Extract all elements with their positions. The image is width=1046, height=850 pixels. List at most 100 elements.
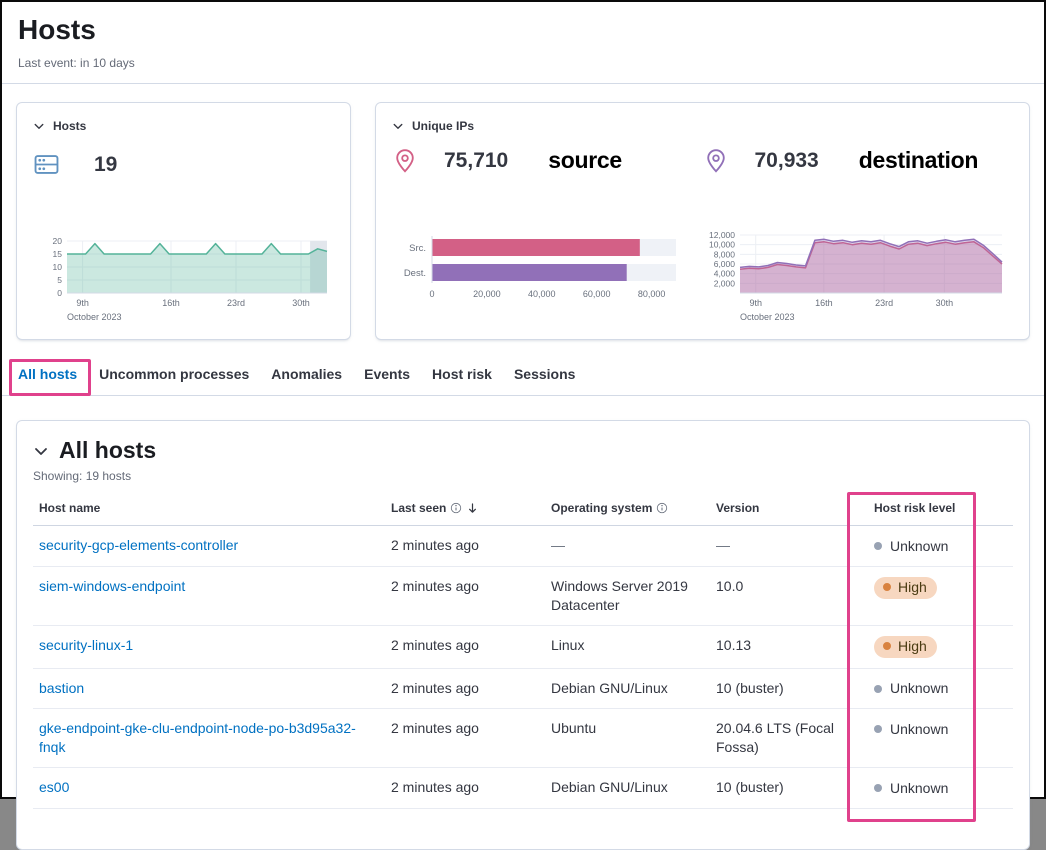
all-hosts-panel: All hosts Showing: 19 hosts Host name La… xyxy=(16,420,1030,850)
risk-label: High xyxy=(898,637,927,654)
svg-text:October 2023: October 2023 xyxy=(67,312,122,322)
host-risk-cell: Unknown xyxy=(868,708,1013,768)
host-name-link[interactable]: gke-endpoint-gke-clu-endpoint-node-po-b3… xyxy=(39,720,356,755)
all-hosts-panel-toggle[interactable]: All hosts xyxy=(33,437,1013,464)
destination-label: destination xyxy=(858,147,979,173)
host-risk-badge: High xyxy=(874,635,937,658)
version-cell: 10 (buster) xyxy=(710,767,868,809)
host-risk-badge: Unknown xyxy=(874,537,948,556)
column-header-host-risk-level[interactable]: Host risk level xyxy=(868,497,1013,526)
showing-count: Showing: 19 hosts xyxy=(33,469,132,483)
hosts-area-chart: 0 5 10 15 20 9th 16th 23rd 30th October 2023 xyxy=(53,236,328,322)
risk-label: High xyxy=(898,578,927,595)
source-label: source xyxy=(548,147,622,173)
svg-text:40,000: 40,000 xyxy=(528,289,556,299)
host-name-cell: security-linux-1 xyxy=(33,625,385,669)
operating-system-cell: Ubuntu xyxy=(545,708,710,768)
host-name-link[interactable]: siem-windows-endpoint xyxy=(39,577,186,594)
risk-dot-icon xyxy=(883,583,891,591)
tab-uncommon-processes[interactable]: Uncommon processes xyxy=(99,366,250,382)
hosts-card-toggle[interactable]: Hosts xyxy=(33,119,334,133)
sort-descending-icon[interactable] xyxy=(466,502,479,515)
svg-text:60,000: 60,000 xyxy=(583,289,611,299)
host-name-header-label: Host name xyxy=(39,501,101,515)
all-hosts-table: Host name Last seen Operating system xyxy=(33,497,1013,809)
tab-events[interactable]: Events xyxy=(364,366,411,382)
host-name-link[interactable]: bastion xyxy=(39,679,85,696)
host-risk-cell: Unknown xyxy=(868,767,1013,809)
last-seen-cell: 2 minutes ago xyxy=(385,668,545,709)
svg-text:Src.: Src. xyxy=(409,243,426,254)
chevron-down-icon xyxy=(35,447,47,455)
tab-host-risk[interactable]: Host risk xyxy=(432,366,492,382)
svg-text:20: 20 xyxy=(53,236,63,246)
svg-text:6,000: 6,000 xyxy=(714,259,736,269)
risk-label: Unknown xyxy=(890,680,949,696)
destination-ips-value: 70,933 xyxy=(754,148,819,172)
host-name-cell: siem-windows-endpoint xyxy=(33,566,385,626)
chevron-down-icon xyxy=(393,123,403,129)
unique-ips-card-title: Unique IPs xyxy=(412,119,475,133)
version-cell: 10 (buster) xyxy=(710,668,868,709)
operating-system-cell: — xyxy=(545,525,710,567)
svg-text:0: 0 xyxy=(429,289,434,299)
svg-text:20,000: 20,000 xyxy=(473,289,501,299)
hosts-count-metric: 19 xyxy=(33,151,334,178)
last-seen-cell: 2 minutes ago xyxy=(385,566,545,626)
host-name-cell: bastion xyxy=(33,668,385,709)
operating-system-cell: Debian GNU/Linux xyxy=(545,767,710,809)
version-cell: — xyxy=(710,525,868,567)
host-name-cell: security-gcp-elements-controller xyxy=(33,525,385,567)
unique-ips-metrics: 75,710 source 70,933 destination xyxy=(392,147,1013,174)
host-risk-cell: High xyxy=(868,566,1013,626)
risk-label: Unknown xyxy=(890,779,949,796)
kpi-row: Hosts 19 0 5 10 15 20 9th 16th 23rd 30th October … xyxy=(2,84,1044,340)
svg-text:16th: 16th xyxy=(162,298,180,308)
hosts-kpi-card: Hosts 19 0 5 10 15 20 9th 16th 23rd 30th October … xyxy=(16,102,351,340)
column-header-last-seen[interactable]: Last seen xyxy=(385,497,545,526)
unique-destination-ips-metric: 70,933 destination xyxy=(703,147,1014,174)
column-header-version[interactable]: Version xyxy=(710,497,868,526)
risk-label: Unknown xyxy=(890,720,949,737)
tab-anomalies[interactable]: Anomalies xyxy=(271,366,343,382)
version-cell: 10.0 xyxy=(710,566,868,626)
svg-text:12,000: 12,000 xyxy=(709,231,735,240)
host-name-link[interactable]: security-linux-1 xyxy=(39,636,134,653)
info-icon xyxy=(451,502,462,514)
last-seen-cell: 2 minutes ago xyxy=(385,525,545,567)
host-risk-badge: High xyxy=(874,576,937,599)
table-row: es00 2 minutes ago Debian GNU/Linux 10 (bus… xyxy=(33,767,1013,809)
operating-system-cell: Linux xyxy=(545,625,710,669)
unique-ips-card-toggle[interactable]: Unique IPs xyxy=(392,119,1013,133)
host-name-cell: gke-endpoint-gke-clu-endpoint-node-po-b3… xyxy=(33,708,385,768)
operating-system-header-label: Operating system xyxy=(551,501,653,515)
source-pin-icon xyxy=(396,148,414,173)
tab-bar: All hosts Uncommon processes Anomalies E… xyxy=(2,360,1044,396)
risk-dot-icon xyxy=(874,542,882,550)
risk-dot-icon xyxy=(874,784,882,792)
tab-all-hosts[interactable]: All hosts xyxy=(18,366,77,395)
column-header-host-name[interactable]: Host name xyxy=(33,497,385,526)
table-header-row: Host name Last seen Operating system xyxy=(33,497,1013,526)
column-header-operating-system[interactable]: Operating system xyxy=(545,497,710,526)
host-name-link[interactable]: es00 xyxy=(39,779,70,795)
unique-ips-charts: Src. Dest. 0 20,000 40,000 60,000 80,000 2,000… xyxy=(392,231,1013,323)
svg-text:9th: 9th xyxy=(749,298,762,308)
last-seen-cell: 2 minutes ago xyxy=(385,708,545,768)
svg-text:5: 5 xyxy=(57,275,62,285)
page-title: Hosts xyxy=(18,14,96,45)
table-row: siem-windows-endpoint 2 minutes ago Window… xyxy=(33,566,1013,626)
host-risk-cell: Unknown xyxy=(868,668,1013,709)
destination-pin-icon xyxy=(706,148,725,173)
host-name-link[interactable]: security-gcp-elements-controller xyxy=(39,537,239,553)
last-seen-header-label: Last seen xyxy=(391,501,447,515)
last-event-text: Last event: in 10 days xyxy=(18,56,135,70)
tab-sessions[interactable]: Sessions xyxy=(513,366,576,382)
operating-system-cell: Windows Server 2019 Datacenter xyxy=(545,566,710,626)
svg-text:16th: 16th xyxy=(815,298,833,308)
hosts-card-title: Hosts xyxy=(53,119,87,133)
svg-text:30th: 30th xyxy=(292,298,310,308)
page-header: Hosts Last event: in 10 days xyxy=(2,2,1044,84)
